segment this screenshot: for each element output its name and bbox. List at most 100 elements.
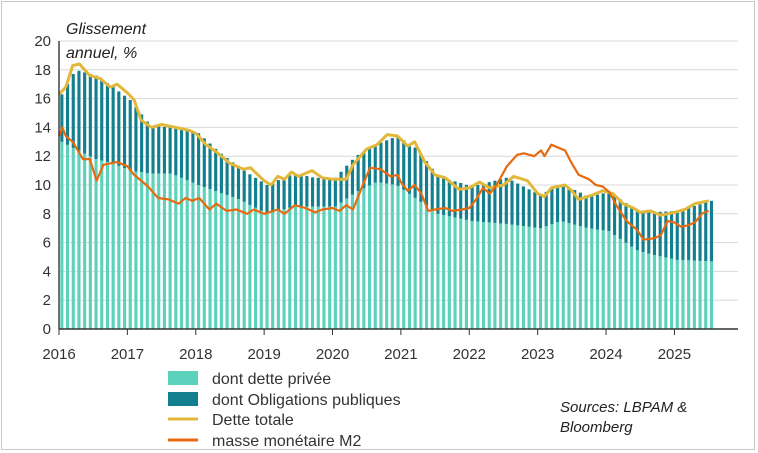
bar-private-debt (202, 187, 206, 329)
bar-private-debt (293, 206, 298, 329)
bar-private-debt (504, 223, 508, 329)
bar-public-bonds (538, 195, 543, 229)
bar-public-bonds (698, 204, 702, 261)
bar-private-debt (709, 261, 714, 329)
bar-public-bonds (225, 157, 229, 195)
bar-private-debt (464, 219, 468, 329)
bar-private-debt (236, 198, 241, 329)
bar-public-bonds (174, 128, 178, 176)
bar-public-bonds (447, 179, 451, 217)
bar-public-bonds (385, 140, 389, 184)
legend-label-public-bonds: dont Obligations publiques (212, 392, 401, 409)
bar-public-bonds (687, 207, 691, 261)
bar-private-debt (521, 226, 525, 329)
bar-private-debt (527, 226, 531, 329)
bar-private-debt (191, 182, 195, 329)
bar-private-debt (271, 212, 275, 329)
bar-public-bonds (105, 83, 110, 162)
bar-public-bonds (208, 143, 212, 190)
bar-private-debt (117, 165, 121, 329)
bar-public-bonds (424, 161, 429, 206)
bar-public-bonds (65, 84, 70, 145)
bar-private-debt (430, 209, 434, 329)
bar-public-bonds (436, 176, 440, 214)
bar-public-bonds (379, 142, 383, 183)
bar-public-bonds (442, 177, 446, 215)
bar-public-bonds (521, 186, 525, 227)
bar-private-debt (573, 224, 577, 329)
bar-public-bonds (162, 126, 166, 174)
y-tick-label: 14 (34, 119, 51, 136)
bar-public-bonds (407, 143, 412, 194)
bar-public-bonds (254, 177, 258, 208)
bar-private-debt (618, 238, 622, 329)
bar-public-bonds (641, 210, 645, 252)
y-tick-label: 12 (34, 148, 51, 165)
bar-private-debt (561, 221, 565, 329)
x-tick-label: 2024 (589, 346, 622, 363)
source-note-line2: Bloomberg (560, 419, 633, 436)
bar-private-debt (299, 206, 303, 329)
bar-public-bonds (459, 182, 463, 219)
x-tick-label: 2021 (384, 346, 417, 363)
bar-public-bonds (373, 145, 377, 183)
bar-public-bonds (122, 95, 127, 169)
x-tick-label: 2020 (316, 346, 349, 363)
bar-public-bonds (390, 138, 394, 185)
bar-private-debt (681, 260, 685, 329)
bar-private-debt (282, 209, 286, 329)
bar-private-debt (556, 222, 560, 329)
bar-public-bonds (595, 194, 600, 230)
bar-private-debt (436, 213, 440, 329)
y-tick-label: 18 (34, 62, 51, 79)
x-tick-label: 2016 (42, 346, 75, 363)
y-axis-label-line2: annuel, % (66, 45, 137, 62)
x-tick-label: 2017 (111, 346, 144, 363)
bar-private-debt (635, 250, 639, 329)
bar-private-debt (88, 156, 92, 329)
bar-private-debt (65, 144, 70, 329)
y-tick-label: 20 (34, 33, 51, 50)
bar-public-bonds (356, 154, 360, 192)
bar-private-debt (208, 189, 212, 329)
bar-private-debt (350, 194, 355, 329)
bar-public-bonds (607, 192, 611, 232)
bar-public-bonds (652, 212, 657, 256)
bar-public-bonds (299, 174, 303, 207)
stacked-bars (60, 70, 714, 329)
bar-public-bonds (259, 181, 263, 211)
bar-public-bonds (419, 153, 423, 202)
bar-public-bonds (413, 147, 417, 198)
bar-private-debt (77, 150, 81, 329)
bar-public-bonds (145, 121, 149, 174)
bar-private-debt (157, 173, 161, 329)
bar-public-bonds (111, 87, 115, 164)
bar-private-debt (385, 183, 389, 329)
legend-label-private-debt: dont dette privée (212, 371, 331, 388)
bar-public-bonds (510, 180, 514, 225)
bar-private-debt (259, 210, 263, 329)
legend: dont dette privée dont Obligations publi… (168, 371, 401, 450)
bar-public-bonds (669, 211, 674, 259)
bar-private-debt (567, 223, 571, 329)
bar-public-bonds (271, 182, 275, 213)
bar-private-debt (265, 213, 269, 329)
bar-private-debt (83, 153, 87, 329)
bar-public-bonds (692, 205, 696, 261)
bar-public-bonds (430, 168, 434, 210)
bar-public-bonds (453, 181, 457, 218)
y-tick-label: 0 (43, 321, 51, 338)
bar-public-bonds (265, 185, 269, 214)
bar-private-debt (373, 182, 377, 329)
bar-private-debt (664, 257, 668, 329)
bar-private-debt (367, 185, 372, 329)
bar-public-bonds (214, 148, 218, 192)
bar-public-bonds (202, 138, 206, 188)
bar-private-debt (128, 170, 132, 329)
bar-public-bonds (316, 177, 320, 207)
bar-public-bonds (504, 177, 508, 224)
axes: 0 2 4 6 8 10 12 14 16 18 20 2016 2017 2018 2019 2020 202… (34, 33, 738, 363)
x-tick-label: 2022 (453, 346, 486, 363)
bar-public-bonds (157, 126, 161, 174)
